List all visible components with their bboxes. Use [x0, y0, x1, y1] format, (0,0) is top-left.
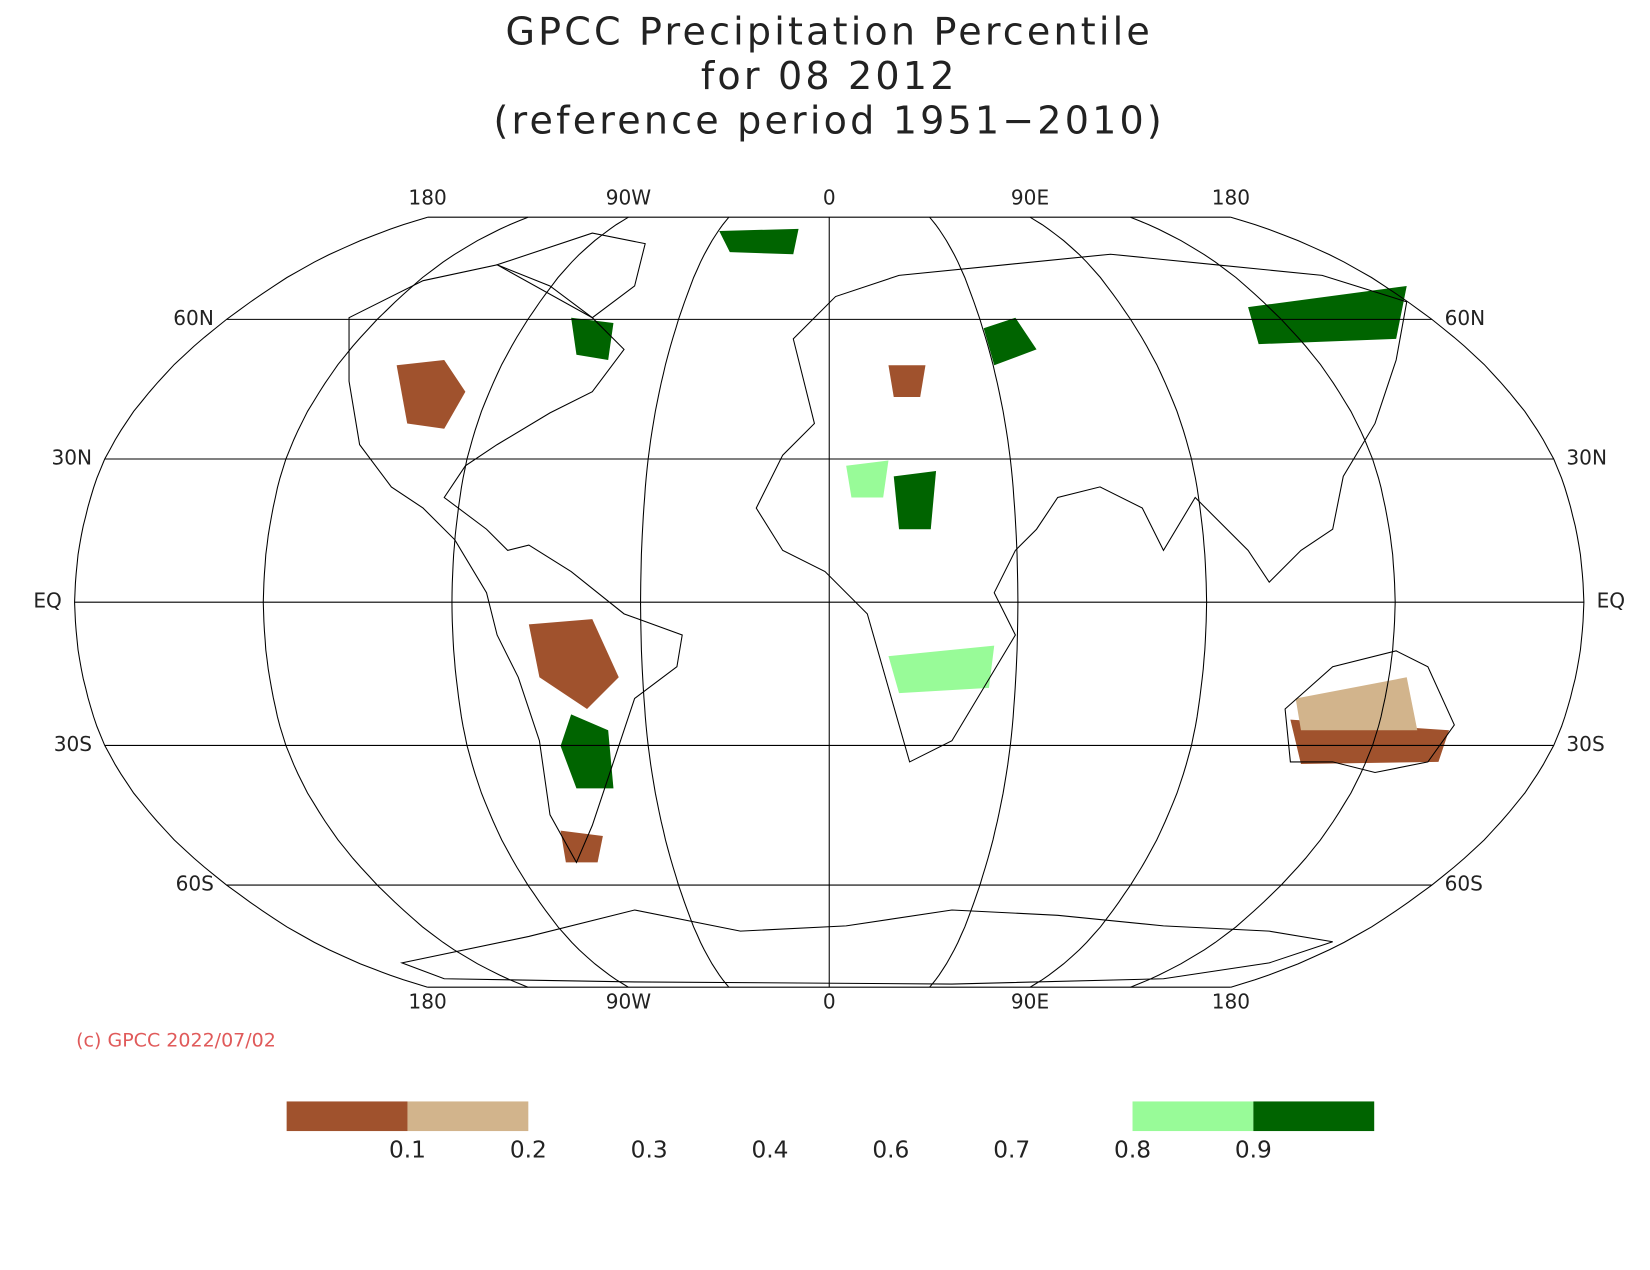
lon-label: 180 [1212, 186, 1250, 210]
precip-patches [396, 228, 1450, 863]
patch [560, 714, 614, 789]
patch [1290, 719, 1450, 765]
patch [560, 830, 603, 863]
coastline [348, 264, 683, 864]
lon-label: 90E [1011, 186, 1049, 210]
patch [888, 365, 926, 398]
lon-label: 90W [606, 990, 652, 1014]
colorbar-box [407, 1101, 529, 1132]
lon-label: 180 [408, 990, 446, 1014]
lat-label: 60N [173, 306, 214, 330]
graticule: 180 180 90W 90W 0 0 90E 90E 180 180 60N 60N 30N 30N EQ… [33, 186, 1625, 1014]
lon-label: 0 [823, 186, 836, 210]
patch [846, 460, 889, 498]
patch [888, 645, 995, 694]
patch [983, 317, 1037, 366]
lon-label: 90W [606, 186, 652, 210]
patch [893, 471, 937, 530]
coastlines [348, 232, 1455, 985]
patch [719, 228, 799, 255]
title: (reference period 1951−2010) [494, 99, 1165, 143]
colorbar: 0.1 0.2 0.3 0.4 0.6 0.7 0.8 0.9 [286, 1101, 1375, 1164]
colorbar-label: 0.2 [510, 1137, 547, 1164]
coastline [495, 232, 646, 319]
coastline [755, 253, 1408, 763]
lat-label: EQ [1597, 589, 1626, 613]
lon-label: 0 [823, 990, 836, 1014]
lon-label: 180 [1212, 990, 1250, 1014]
lat-label: 30N [51, 445, 92, 469]
copyright: (c) GPCC 2022/07/02 [76, 1030, 276, 1052]
patch [396, 360, 466, 429]
lat-label: 30S [1566, 732, 1604, 756]
lat-label: 60S [176, 872, 214, 896]
coastline [400, 909, 1333, 985]
lat-label: 30S [54, 732, 92, 756]
lon-label: 180 [408, 186, 446, 210]
patch [571, 317, 614, 360]
patch [1295, 677, 1418, 731]
title: for 08 2012 [701, 54, 958, 98]
lat-label: EQ [33, 589, 62, 613]
patch [528, 619, 619, 710]
colorbar-box [1132, 1101, 1254, 1132]
colorbar-label: 0.6 [872, 1137, 909, 1164]
colorbar-label: 0.4 [752, 1137, 789, 1164]
title: GPCC Precipitation Percentile [505, 10, 1153, 54]
lat-label: 30N [1566, 445, 1607, 469]
colorbar-label: 0.1 [389, 1137, 426, 1164]
colorbar-label: 0.8 [1114, 1137, 1151, 1164]
lat-label: 60N [1445, 306, 1486, 330]
colorbar-box [286, 1101, 408, 1132]
colorbar-label: 0.9 [1235, 1137, 1272, 1164]
colorbar-label: 0.3 [631, 1137, 668, 1164]
lon-label: 90E [1011, 990, 1049, 1014]
colorbar-box [1253, 1101, 1375, 1132]
colorbar-label: 0.7 [993, 1137, 1030, 1164]
coastline [1284, 650, 1455, 774]
lat-label: 60S [1445, 872, 1483, 896]
patch [1248, 285, 1407, 345]
